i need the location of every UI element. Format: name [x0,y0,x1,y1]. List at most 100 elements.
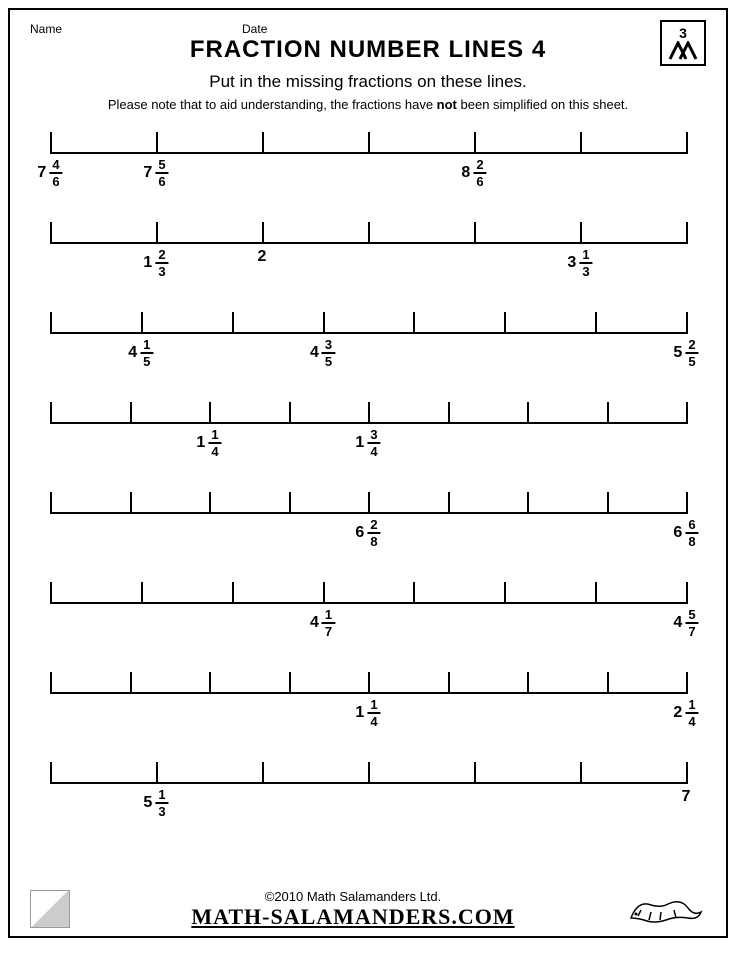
tick [474,762,476,784]
whole-part: 4 [128,344,137,362]
fraction-label: 435 [310,338,335,368]
note: Please note that to aid understanding, t… [30,97,706,112]
fraction-part: 13 [579,248,592,278]
fraction-part: 23 [155,248,168,278]
tick [580,222,582,244]
number-lines-container: 7467568261232313415435525114134628668417… [30,132,706,852]
whole-part: 7 [682,788,691,806]
fraction-label: 114 [196,428,221,458]
whole-part: 1 [355,434,364,452]
tick [527,672,529,694]
tick [232,582,234,604]
fraction-label: 7 [682,788,691,806]
whole-part: 4 [310,344,319,362]
tick [686,762,688,784]
number-line-labels: 628668 [50,518,686,568]
tick [448,402,450,424]
tick [50,402,52,424]
whole-part: 2 [258,248,267,266]
fraction-part: 57 [685,608,698,638]
fraction-part: 25 [685,338,698,368]
whole-part: 4 [673,614,682,632]
tick [607,672,609,694]
note-post: been simplified on this sheet. [457,97,628,112]
fraction-part: 28 [367,518,380,548]
fraction-label: 134 [355,428,380,458]
fraction-label: 2 [258,248,267,266]
whole-part: 3 [567,254,576,272]
tick [289,672,291,694]
tick [686,492,688,514]
tick [262,762,264,784]
number-line-axis [50,762,686,784]
whole-part: 4 [310,614,319,632]
tick [156,132,158,154]
note-pre: Please note that to aid understanding, t… [108,97,437,112]
number-line: 628668 [30,492,706,582]
fraction-part: 15 [140,338,153,368]
whole-part: 1 [355,704,364,722]
tick [448,672,450,694]
tick [368,132,370,154]
tick [368,762,370,784]
subtitle: Put in the missing fractions on these li… [30,72,706,92]
tick [50,762,52,784]
fraction-part: 34 [367,428,380,458]
tick [289,402,291,424]
fraction-label: 756 [143,158,168,188]
number-line-labels: 114214 [50,698,686,748]
number-line-axis [50,492,686,514]
number-line-axis [50,132,686,154]
footer: ©2010 Math Salamanders Ltd. MATH-SALAMAN… [30,889,706,930]
tick [141,312,143,334]
fraction-part: 14 [685,698,698,728]
tick [686,222,688,244]
number-line-axis [50,312,686,334]
fraction-part: 68 [685,518,698,548]
salamander-icon [626,890,706,930]
fraction-part: 14 [367,698,380,728]
tick [368,672,370,694]
fraction-part: 13 [155,788,168,818]
tick [474,222,476,244]
number-line: 114214 [30,672,706,762]
fraction-label: 826 [461,158,486,188]
tick [209,672,211,694]
tick [50,492,52,514]
number-line-axis [50,222,686,244]
tick [156,762,158,784]
number-line-labels: 114 134 [50,428,686,478]
tick [580,132,582,154]
fraction-icon [30,890,80,930]
footer-text: ©2010 Math Salamanders Ltd. MATH-SALAMAN… [80,889,626,930]
tick [232,312,234,334]
number-line-labels: 746756826 [50,158,686,208]
fraction-part: 46 [49,158,62,188]
number-line: 746756826 [30,132,706,222]
fraction-label: 214 [673,698,698,728]
tick [50,582,52,604]
copyright: ©2010 Math Salamanders Ltd. [80,889,626,904]
fraction-label: 457 [673,608,698,638]
tick [50,132,52,154]
tick [50,672,52,694]
date-label: Date [242,22,267,36]
whole-part: 8 [461,164,470,182]
whole-part: 2 [673,704,682,722]
tick [686,582,688,604]
tick [130,402,132,424]
grade-number: 3 [679,25,687,41]
number-line-labels: 1232313 [50,248,686,298]
fraction-label: 417 [310,608,335,638]
fraction-part: 35 [322,338,335,368]
number-line-labels: 5137 [50,788,686,838]
tick [368,492,370,514]
tick [595,312,597,334]
page-title: FRACTION NUMBER LINES 4 [30,36,706,64]
tick [686,402,688,424]
worksheet-page: Name Date 3 FRACTION NUMBER LINES 4 Put … [8,8,728,938]
tick [289,492,291,514]
fraction-label: 513 [143,788,168,818]
tick [527,402,529,424]
logo-icon [668,41,698,61]
